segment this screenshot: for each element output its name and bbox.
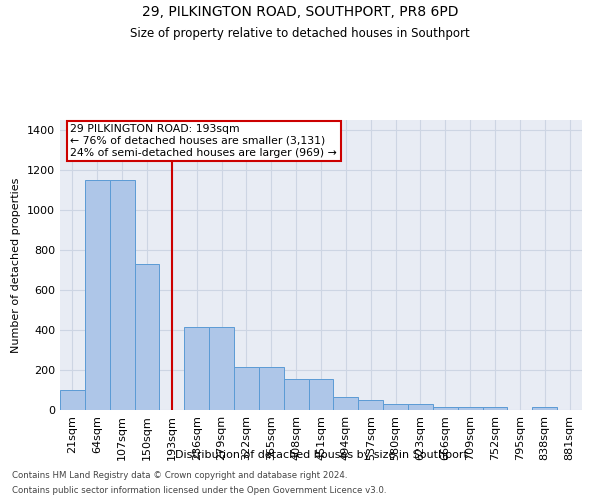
Text: Size of property relative to detached houses in Southport: Size of property relative to detached ho…	[130, 28, 470, 40]
Bar	[458, 408, 482, 410]
Bar	[234, 367, 259, 410]
Text: 29 PILKINGTON ROAD: 193sqm
← 76% of detached houses are smaller (3,131)
24% of s: 29 PILKINGTON ROAD: 193sqm ← 76% of deta…	[70, 124, 337, 158]
Bar	[259, 367, 284, 410]
Text: 29, PILKINGTON ROAD, SOUTHPORT, PR8 6PD: 29, PILKINGTON ROAD, SOUTHPORT, PR8 6PD	[142, 5, 458, 19]
Text: Contains HM Land Registry data © Crown copyright and database right 2024.: Contains HM Land Registry data © Crown c…	[12, 471, 347, 480]
Bar	[334, 397, 358, 410]
Text: Distribution of detached houses by size in Southport: Distribution of detached houses by size …	[175, 450, 467, 460]
Bar	[60, 390, 85, 410]
Text: Contains public sector information licensed under the Open Government Licence v3: Contains public sector information licen…	[12, 486, 386, 495]
Bar	[532, 406, 557, 410]
Bar	[383, 404, 408, 410]
Y-axis label: Number of detached properties: Number of detached properties	[11, 178, 22, 352]
Bar	[308, 379, 334, 410]
Bar	[209, 327, 234, 410]
Bar	[482, 408, 508, 410]
Bar	[134, 264, 160, 410]
Bar	[433, 406, 458, 410]
Bar	[408, 404, 433, 410]
Bar	[284, 379, 308, 410]
Bar	[110, 180, 134, 410]
Bar	[358, 400, 383, 410]
Bar	[184, 327, 209, 410]
Bar	[85, 180, 110, 410]
